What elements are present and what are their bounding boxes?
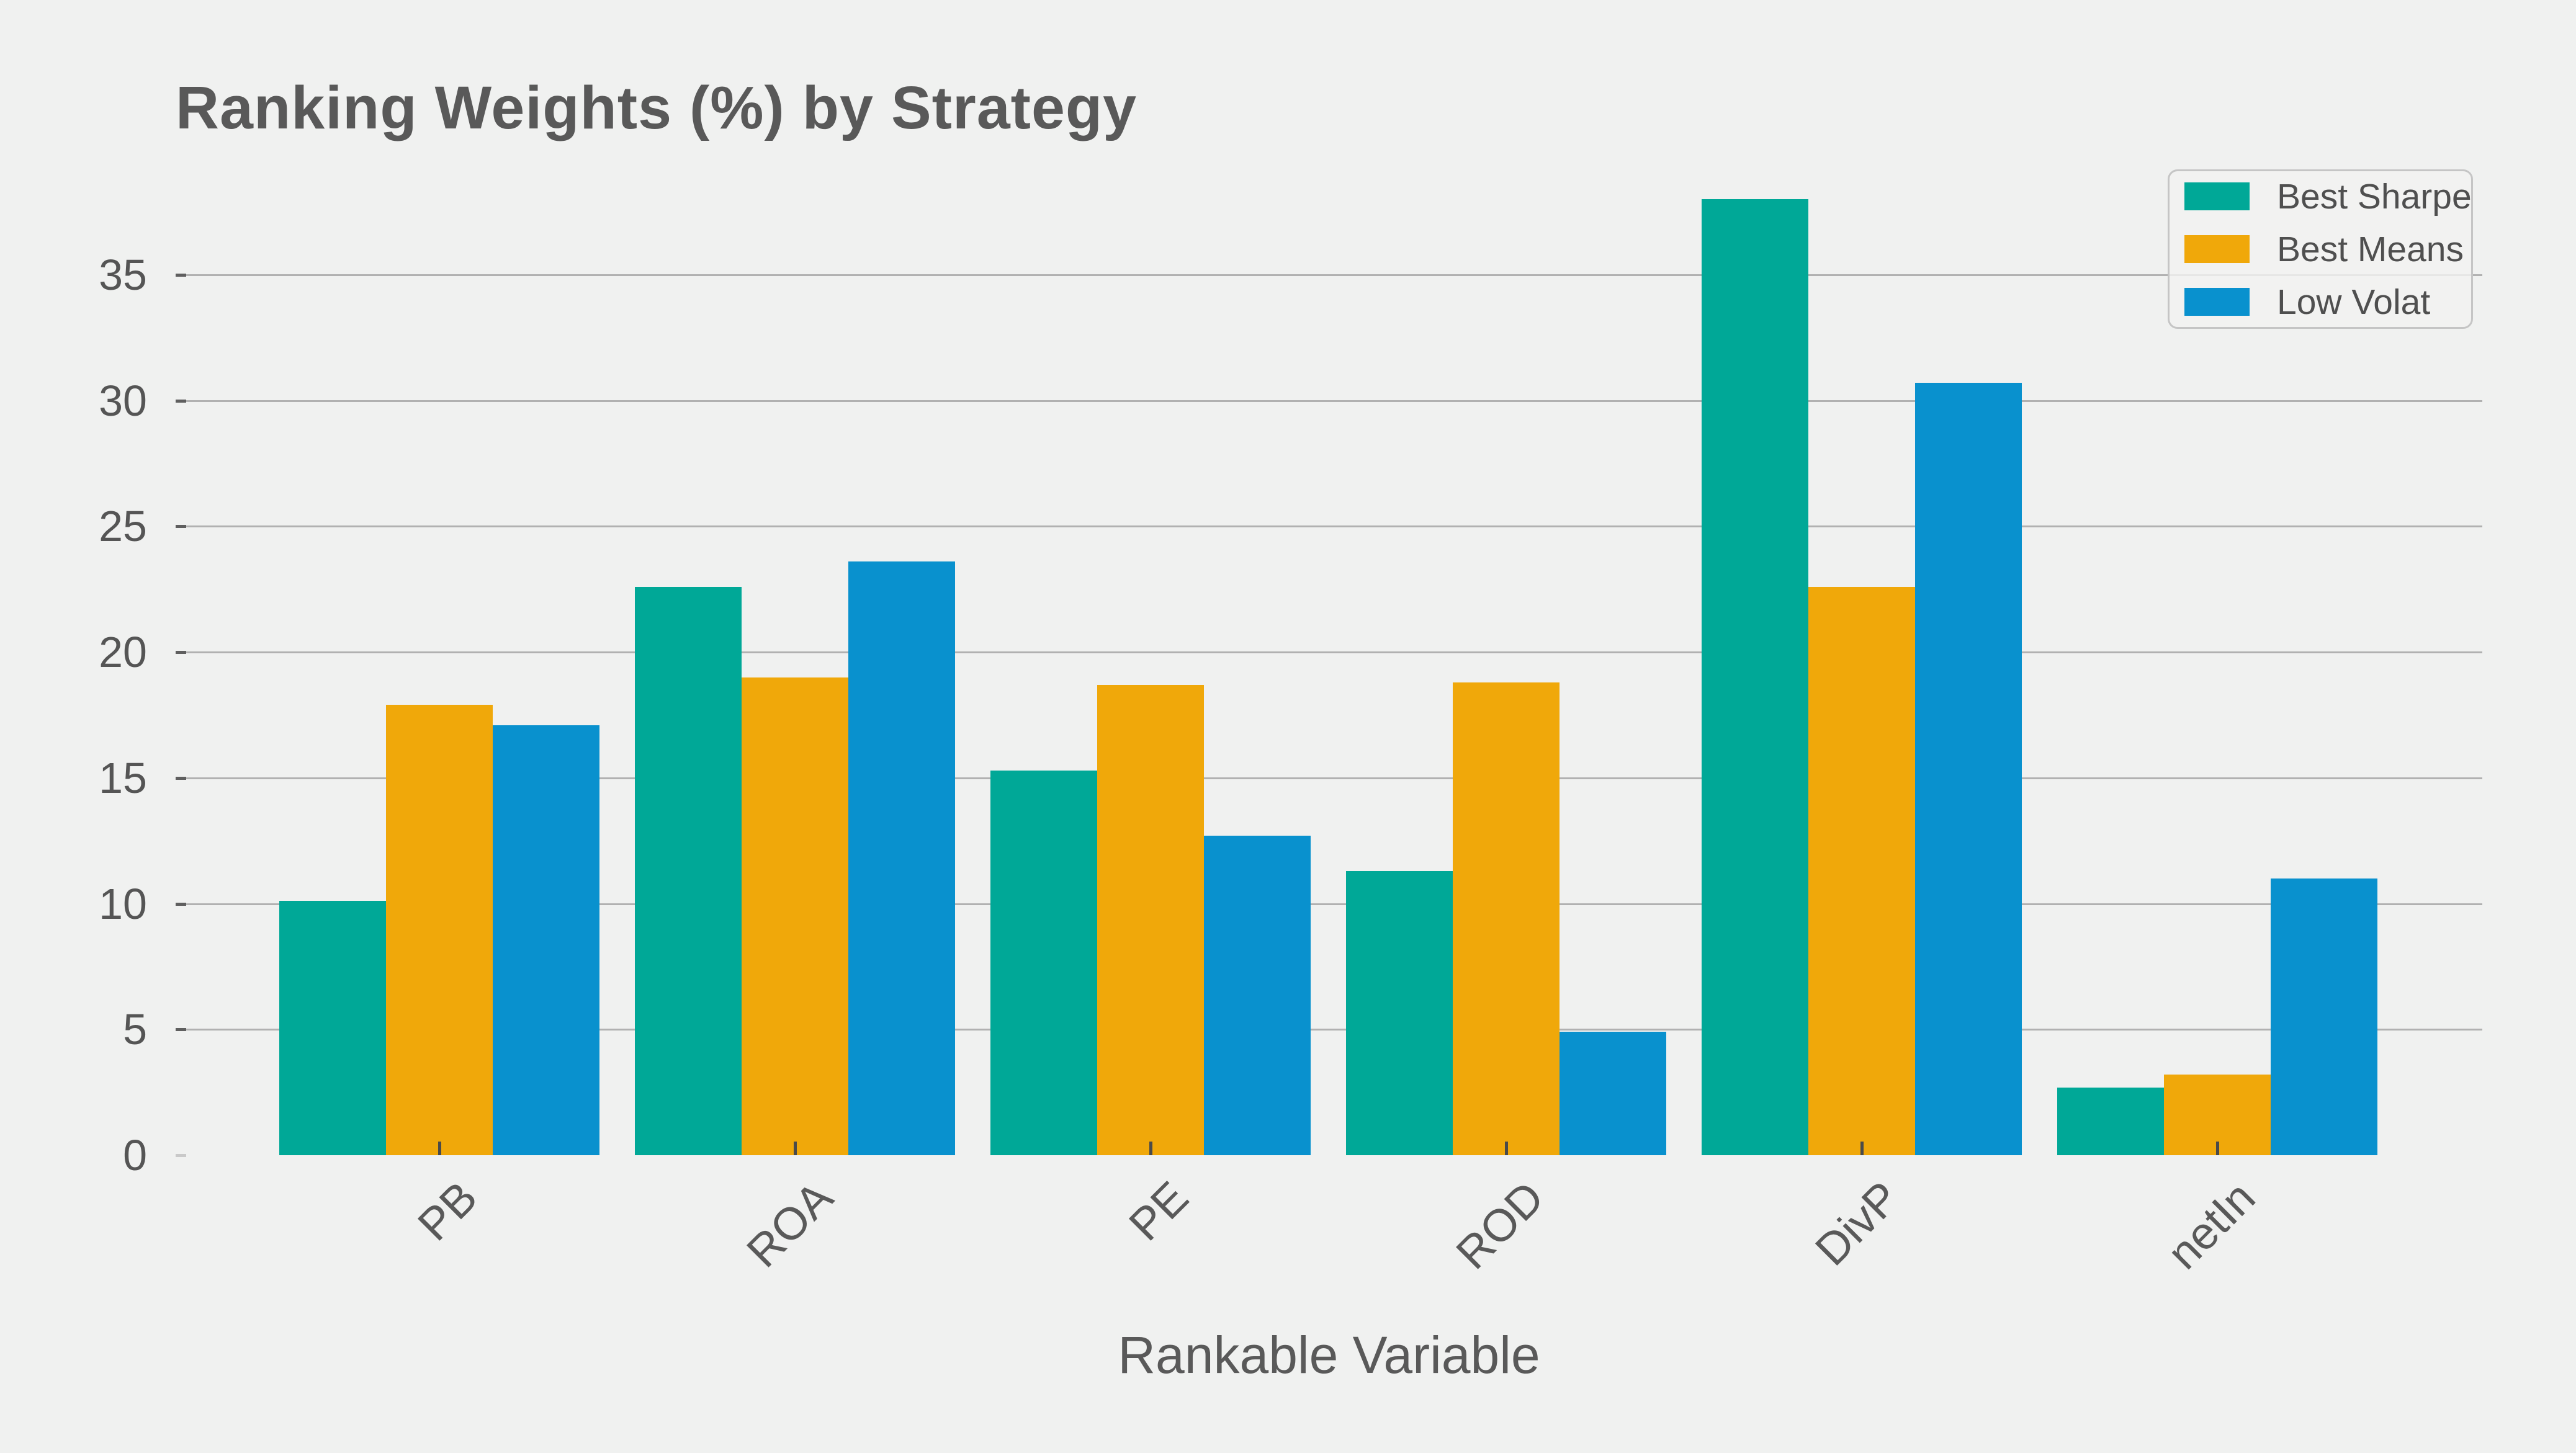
bar-low-volat-divp — [1915, 383, 2022, 1155]
x-tick-rod — [1505, 1142, 1508, 1155]
y-tick-label-15: 15 — [99, 753, 147, 802]
legend-label-low-volat: Low Volat — [2277, 282, 2431, 322]
y-tick-10 — [176, 902, 186, 906]
legend-label-best-sharpe: Best Sharpe — [2277, 176, 2472, 217]
bar-low-volat-rod — [1560, 1032, 1666, 1155]
bar-best-means-pb — [386, 705, 493, 1155]
bar-low-volat-roa — [848, 561, 955, 1155]
bar-low-volat-pe — [1204, 836, 1311, 1155]
legend-swatch-best-means — [2184, 235, 2250, 263]
y-tick-label-5: 5 — [123, 1005, 147, 1054]
x-tick-label-netin: netIn — [2158, 1172, 2265, 1279]
y-tick-label-25: 25 — [99, 502, 147, 551]
y-tick-label-30: 30 — [99, 376, 147, 425]
x-tick-roa — [794, 1142, 797, 1155]
bar-best-sharpe-pb — [279, 901, 386, 1155]
y-tick-15 — [176, 776, 186, 780]
bar-best-means-rod — [1453, 682, 1560, 1155]
x-tick-label-rod: ROD — [1447, 1172, 1554, 1279]
gridline-y-5 — [176, 1029, 2482, 1031]
bar-best-sharpe-roa — [635, 586, 742, 1155]
y-tick-35 — [176, 273, 186, 277]
y-tick-30 — [176, 399, 186, 403]
legend-label-best-means: Best Means — [2277, 229, 2464, 269]
x-tick-label-pe: PE — [1120, 1172, 1198, 1251]
gridline-y-35 — [176, 274, 2482, 276]
x-tick-pb — [438, 1142, 441, 1155]
bar-best-means-divp — [1808, 586, 1915, 1155]
y-tick-label-20: 20 — [99, 628, 147, 676]
y-tick-label-0: 0 — [123, 1131, 147, 1179]
x-tick-label-pb: PB — [408, 1172, 487, 1251]
bar-low-volat-netin — [2271, 878, 2377, 1155]
bar-best-sharpe-pe — [990, 770, 1097, 1155]
x-tick-label-roa: ROA — [737, 1172, 843, 1277]
x-tick-netin — [2216, 1142, 2219, 1155]
gridline-y-15 — [176, 777, 2482, 779]
bar-best-sharpe-netin — [2057, 1087, 2164, 1155]
y-tick-25 — [176, 525, 186, 529]
chart-title: Ranking Weights (%) by Strategy — [176, 74, 1138, 141]
gridline-y-25 — [176, 525, 2482, 528]
x-axis-title: Rankable Variable — [1118, 1326, 1540, 1384]
bar-low-volat-pb — [493, 725, 599, 1155]
gridline-y-30 — [176, 400, 2482, 402]
gridline-y-10 — [176, 903, 2482, 905]
legend-swatch-best-sharpe — [2184, 182, 2250, 210]
bar-best-sharpe-rod — [1346, 870, 1453, 1155]
y-tick-label-10: 10 — [99, 879, 147, 928]
legend-swatch-low-volat — [2184, 288, 2250, 316]
legend-item-best-sharpe: Best Sharpe — [2184, 179, 2472, 215]
x-tick-label-divp: DivP — [1806, 1172, 1910, 1276]
bar-best-means-roa — [742, 677, 848, 1155]
y-tick-label-35: 35 — [99, 250, 147, 299]
y-tick-5 — [176, 1028, 186, 1032]
legend-item-low-volat: Low Volat — [2184, 284, 2456, 320]
x-tick-divp — [1860, 1142, 1864, 1155]
y-tick-20 — [176, 651, 186, 654]
x-tick-pe — [1149, 1142, 1152, 1155]
gridline-y-20 — [176, 651, 2482, 653]
y-tick-0 — [176, 1154, 186, 1157]
legend-item-best-means: Best Means — [2184, 231, 2464, 267]
legend: Best Sharpe Best Means Low Volat — [2168, 169, 2473, 329]
bar-best-means-pe — [1097, 684, 1204, 1155]
bar-best-sharpe-divp — [1702, 199, 1808, 1155]
